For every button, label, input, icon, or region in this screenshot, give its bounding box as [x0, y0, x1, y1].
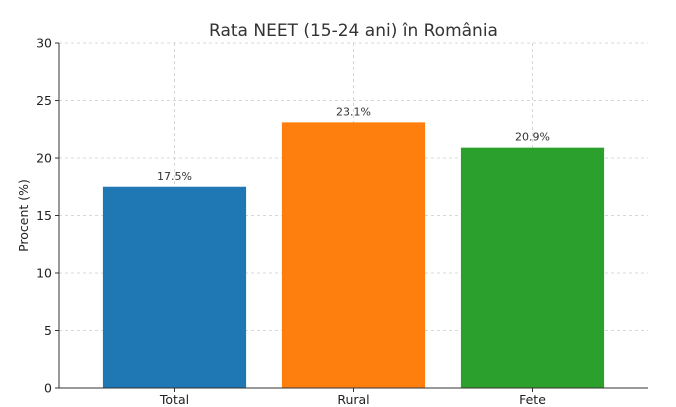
y-tick-label: 15	[36, 208, 52, 223]
bar-rural	[281, 122, 426, 388]
y-tick-label: 20	[36, 151, 52, 166]
data-label: 20.9%	[515, 131, 550, 144]
y-tick-label: 25	[36, 93, 52, 108]
y-axis-title: Procent (%)	[16, 179, 31, 252]
bar-fete	[460, 147, 605, 388]
data-label: 23.1%	[336, 105, 371, 118]
y-tick-label: 30	[36, 36, 52, 51]
bars	[102, 122, 605, 388]
x-tick-label: Rural	[337, 392, 369, 407]
y-tick-label: 0	[44, 381, 52, 396]
axes	[55, 42, 648, 392]
labels: 0 5 10 15 20 25 30 17.5% Total 23.1% Rural 20.9% Fet…	[36, 36, 550, 407]
bar-total	[102, 186, 247, 388]
y-tick-label: 5	[44, 323, 52, 338]
y-tick-label: 10	[36, 266, 52, 281]
x-tick-label: Fete	[519, 392, 546, 407]
data-label: 17.5%	[157, 170, 192, 183]
x-tick-label: Total	[159, 392, 189, 407]
chart-title: Rata NEET (15-24 ani) în România	[209, 21, 498, 41]
